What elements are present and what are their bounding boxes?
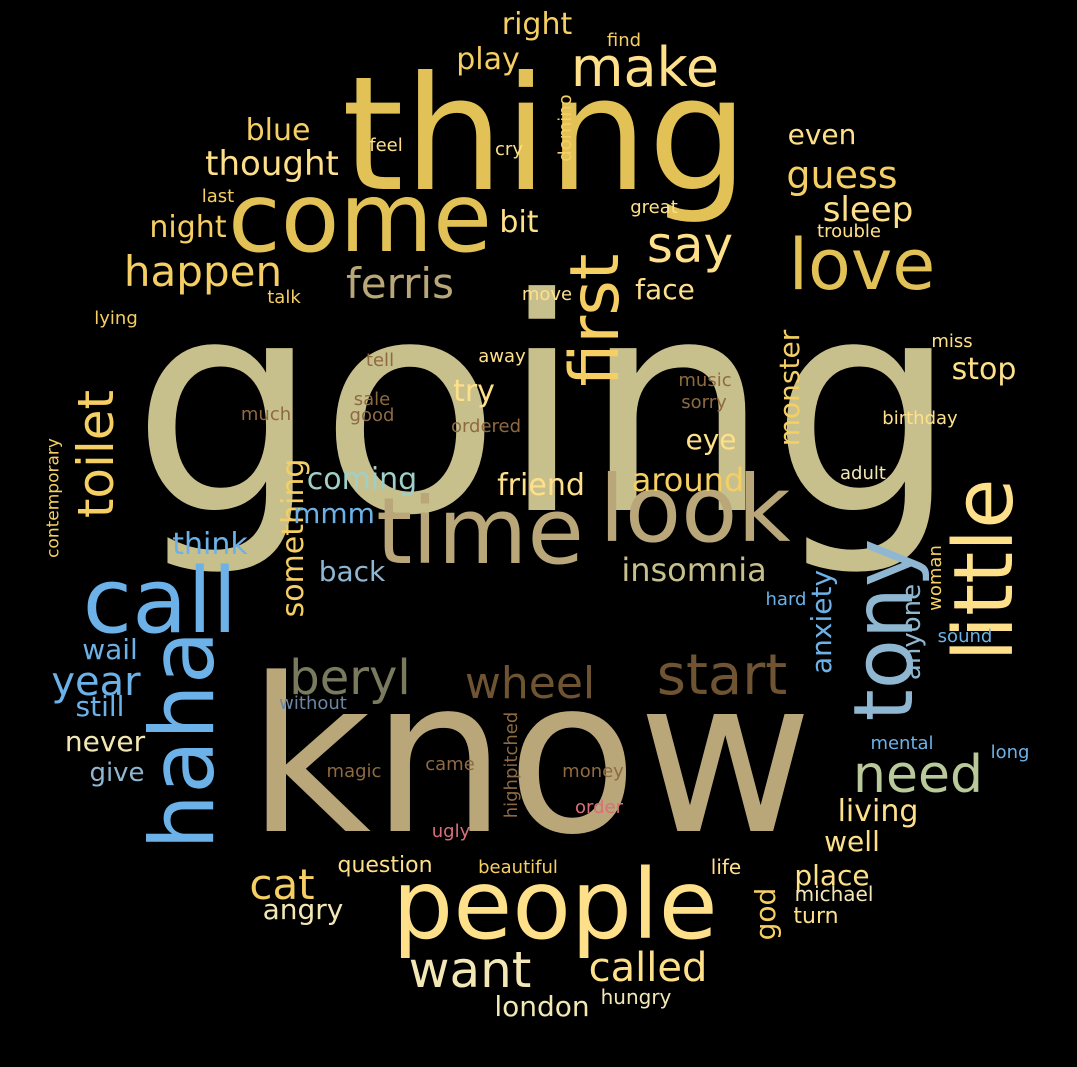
word-great: great: [630, 197, 678, 218]
word-come: come: [227, 162, 493, 274]
word-toilet: toilet: [67, 389, 125, 519]
word-came: came: [425, 754, 475, 775]
word-thing: thing: [341, 43, 749, 227]
word-bit: bit: [499, 205, 539, 240]
word-talk: talk: [267, 287, 301, 308]
word-around: around: [631, 461, 745, 499]
word-lying: lying: [94, 308, 138, 329]
word-friend: friend: [497, 468, 585, 503]
word-cat: cat: [249, 860, 315, 909]
word-highpitched: highpitched: [501, 711, 522, 819]
word-still: still: [75, 690, 125, 723]
word-question: question: [337, 853, 433, 878]
word-place: place: [794, 859, 870, 892]
word-ordered: ordered: [450, 416, 522, 437]
word-anxiety: anxiety: [805, 569, 838, 675]
word-much: much: [240, 404, 292, 425]
word-coming: coming: [306, 462, 418, 497]
word-give: give: [89, 758, 145, 788]
word-ugly: ugly: [431, 821, 471, 842]
word-last: last: [201, 186, 235, 207]
word-order: order: [575, 797, 623, 818]
word-never: never: [64, 725, 146, 758]
word-beautiful: beautiful: [478, 857, 558, 878]
word-hungry: hungry: [600, 985, 672, 1009]
word-time: time: [376, 478, 584, 585]
word-something: something: [276, 458, 311, 618]
word-guess: guess: [786, 153, 898, 197]
word-even: even: [787, 118, 857, 151]
word-play: play: [456, 42, 520, 77]
word-good: good: [349, 405, 395, 426]
word-turn: turn: [793, 904, 839, 929]
word-tell: tell: [365, 350, 395, 371]
word-say: say: [646, 216, 734, 274]
word-blue: blue: [245, 113, 311, 148]
word-cry: cry: [495, 139, 523, 160]
word-haha: haha: [131, 630, 234, 850]
word-face: face: [635, 273, 695, 306]
word-sale: sale: [353, 389, 391, 410]
word-look: look: [599, 456, 791, 563]
word-thought: thought: [205, 144, 339, 184]
word-domino: domino: [555, 94, 576, 162]
word-mental: mental: [870, 733, 934, 754]
word-anyone: anyone: [897, 583, 927, 681]
word-find: find: [606, 30, 642, 51]
word-make: make: [570, 36, 720, 99]
word-call: call: [82, 549, 238, 654]
word-god: god: [749, 887, 782, 941]
word-beryl: beryl: [289, 650, 411, 706]
word-without: without: [279, 693, 347, 714]
word-magic: magic: [326, 761, 382, 782]
word-adult: adult: [840, 463, 886, 484]
word-happen: happen: [123, 247, 283, 296]
word-night: night: [149, 210, 227, 245]
word-love: love: [788, 224, 936, 306]
word-year: year: [51, 659, 141, 705]
word-well: well: [824, 825, 880, 858]
word-music: music: [678, 370, 732, 391]
word-think: think: [172, 527, 248, 562]
word-wheel: wheel: [464, 658, 596, 709]
word-life: life: [710, 855, 742, 879]
word-long: long: [990, 742, 1030, 763]
word-wail: wail: [82, 633, 138, 666]
word-trouble: trouble: [817, 221, 881, 242]
word-hard: hard: [765, 589, 807, 610]
word-try: try: [453, 374, 495, 409]
word-sound: sound: [937, 626, 993, 647]
word-sorry: sorry: [681, 392, 727, 413]
word-london: london: [494, 990, 590, 1023]
word-living: living: [837, 794, 919, 829]
word-called: called: [588, 945, 708, 991]
word-want: want: [408, 941, 532, 999]
word-angry: angry: [262, 893, 344, 926]
word-michael: michael: [794, 882, 874, 906]
word-miss: miss: [931, 331, 973, 352]
word-move: move: [521, 284, 573, 305]
word-contemporary: contemporary: [43, 438, 64, 558]
word-right: right: [501, 7, 573, 42]
word-monster: monster: [773, 329, 806, 447]
word-woman: woman: [925, 545, 946, 611]
word-insomnia: insomnia: [621, 551, 767, 589]
word-going: going: [131, 235, 959, 580]
word-ferris: ferris: [346, 259, 454, 308]
word-know: know: [247, 633, 813, 882]
word-money: money: [562, 761, 624, 782]
word-back: back: [318, 555, 386, 588]
word-sleep: sleep: [822, 190, 914, 230]
word-eye: eye: [685, 423, 737, 456]
word-feel: feel: [369, 135, 403, 156]
word-first: first: [556, 253, 635, 387]
word-start: start: [656, 643, 788, 708]
word-stop: stop: [951, 352, 1017, 387]
word-birthday: birthday: [882, 408, 958, 429]
word-need: need: [853, 745, 983, 805]
word-away: away: [478, 346, 526, 367]
word-people: people: [392, 849, 718, 961]
word-mmm: mmm: [293, 497, 375, 530]
